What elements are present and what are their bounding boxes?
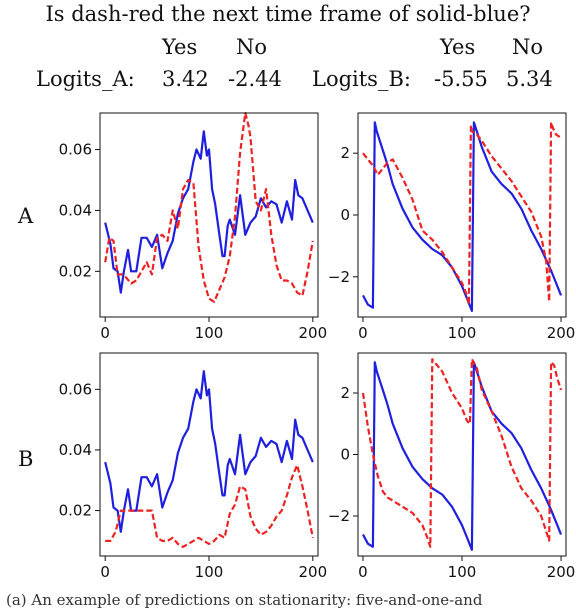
- row-label-b: B: [18, 447, 34, 471]
- logits-b-yes-header: Yes: [440, 35, 476, 59]
- row-label-a: A: [18, 204, 34, 228]
- series-line-dash: [104, 111, 314, 303]
- x-tick-label: 200: [547, 324, 576, 342]
- plot-frame: [99, 112, 319, 318]
- logits-a-no-value: -2.44: [228, 67, 282, 91]
- chart-panel-a-left: 0 100 200 0.02 0.04 0.06: [59, 111, 327, 342]
- series-line-dash: [361, 358, 563, 548]
- y-tick-label: 2: [340, 144, 350, 162]
- figure-caption: (a) An example of predictions on station…: [6, 591, 483, 609]
- chart-panel-a-right: 0 100 200 2 0 −2: [328, 112, 576, 342]
- x-tick-label: 100: [448, 324, 477, 342]
- logits-a-label: Logits_A:: [36, 67, 135, 91]
- logits-a-yes-header: Yes: [162, 35, 198, 59]
- logits-b-yes-value: -5.55: [434, 67, 488, 91]
- y-tick-label: 0.06: [59, 380, 92, 398]
- y-tick-label: 0.02: [59, 502, 92, 520]
- logits-a-yes-value: 3.42: [162, 67, 209, 91]
- series-line-solid: [104, 130, 314, 294]
- y-tick-label: 0.04: [59, 201, 92, 219]
- logits-b-label: Logits_B:: [312, 67, 411, 91]
- x-tick-label: 0: [358, 563, 368, 581]
- chart-panel-b-right: 0 100 200 2 0 −2: [328, 352, 576, 581]
- x-tick-label: 200: [547, 563, 576, 581]
- y-tick-label: 2: [340, 384, 350, 402]
- x-tick-label: 100: [195, 563, 224, 581]
- series-line-dash: [362, 121, 562, 306]
- x-tick-label: 0: [100, 563, 110, 581]
- logits-b-no-value: 5.34: [506, 67, 553, 91]
- y-tick-label: 0.04: [59, 441, 92, 459]
- series-line-solid: [362, 361, 563, 551]
- x-tick-label: 100: [448, 563, 477, 581]
- series-line-dash: [105, 464, 314, 549]
- y-tick-label: −2: [328, 268, 350, 286]
- series-line-solid: [104, 370, 314, 533]
- x-tick-label: 0: [358, 324, 368, 342]
- x-tick-label: 0: [100, 324, 110, 342]
- y-tick-label: 0: [340, 206, 350, 224]
- y-tick-label: 0.06: [59, 141, 92, 159]
- series-line-solid: [362, 121, 563, 312]
- x-tick-label: 200: [298, 563, 327, 581]
- chart-panel-b-left: 0 100 200 0.02 0.04 0.06: [59, 352, 327, 581]
- y-tick-label: 0: [340, 446, 350, 464]
- chart-question-title: Is dash-red the next time frame of solid…: [45, 2, 531, 26]
- logits-b-no-header: No: [512, 35, 544, 59]
- y-tick-label: 0.02: [59, 262, 92, 280]
- x-tick-label: 100: [195, 324, 224, 342]
- y-tick-label: −2: [328, 507, 350, 525]
- plot-frame: [99, 352, 319, 557]
- logits-a-no-header: No: [236, 35, 268, 59]
- x-tick-label: 200: [298, 324, 327, 342]
